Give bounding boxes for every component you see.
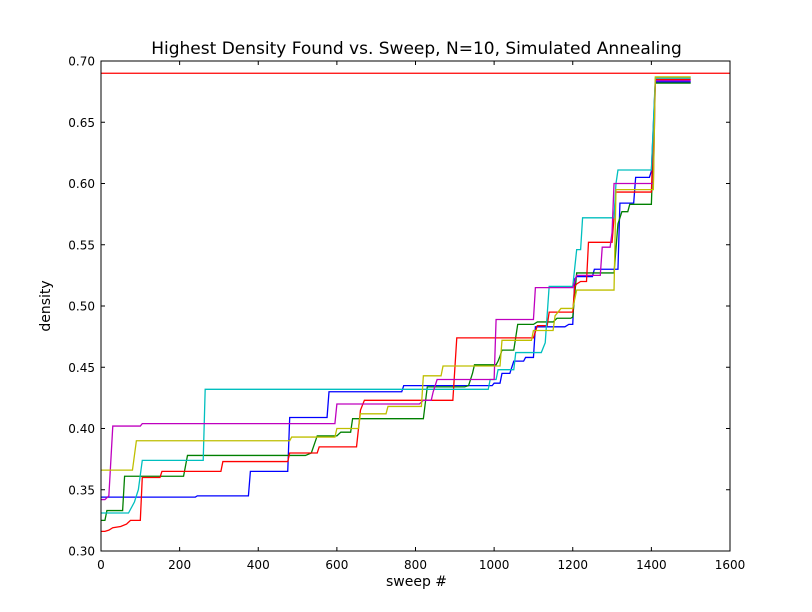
x-tick-label: 800	[404, 558, 427, 572]
x-tick-label: 1200	[557, 558, 588, 572]
y-tick-label: 0.45	[68, 361, 95, 375]
plot-area: 0 200 400 600 800 1000 1200 1400 1600 0.30 0.35 0.4…	[68, 55, 745, 573]
series-line-1	[101, 81, 691, 498]
x-axis-label: sweep #	[386, 574, 447, 590]
y-tick-label: 0.35	[68, 483, 95, 497]
y-tick-label: 0.70	[68, 55, 95, 69]
series-line-6	[101, 76, 691, 471]
x-tick-label: 0	[97, 558, 105, 572]
x-tick-label: 400	[247, 558, 270, 572]
y-tick-label: 0.40	[68, 422, 95, 436]
x-tick-label: 1400	[636, 558, 667, 572]
x-tick-label: 200	[168, 558, 191, 572]
x-tick-label: 600	[325, 558, 348, 572]
y-axis-label: density	[38, 280, 54, 331]
y-tick-label: 0.60	[68, 177, 95, 191]
series-line-4	[101, 77, 691, 514]
y-tick-label: 0.30	[68, 545, 95, 559]
x-tick-label: 1000	[479, 558, 510, 572]
series-line-2	[101, 82, 691, 522]
x-tick-label: 1600	[715, 558, 746, 572]
y-tick-label: 0.65	[68, 116, 95, 130]
y-tick-label: 0.50	[68, 300, 95, 314]
chart-title: Highest Density Found vs. Sweep, N=10, S…	[151, 39, 682, 59]
series-line-5	[101, 79, 691, 501]
series-line-3	[101, 78, 691, 533]
y-tick-label: 0.55	[68, 238, 95, 252]
